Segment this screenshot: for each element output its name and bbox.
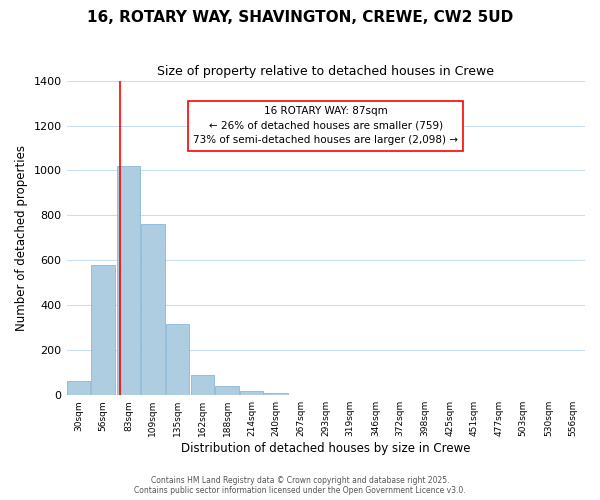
Bar xyxy=(91,265,115,395)
Bar xyxy=(240,391,263,395)
Y-axis label: Number of detached properties: Number of detached properties xyxy=(15,145,28,331)
Bar xyxy=(67,380,91,395)
Title: Size of property relative to detached houses in Crewe: Size of property relative to detached ho… xyxy=(157,65,494,78)
Bar xyxy=(264,394,288,395)
X-axis label: Distribution of detached houses by size in Crewe: Distribution of detached houses by size … xyxy=(181,442,470,455)
Text: 16, ROTARY WAY, SHAVINGTON, CREWE, CW2 5UD: 16, ROTARY WAY, SHAVINGTON, CREWE, CW2 5… xyxy=(87,10,513,25)
Bar xyxy=(191,376,214,395)
Text: Contains HM Land Registry data © Crown copyright and database right 2025.
Contai: Contains HM Land Registry data © Crown c… xyxy=(134,476,466,495)
Bar xyxy=(141,224,164,395)
Text: 16 ROTARY WAY: 87sqm
← 26% of detached houses are smaller (759)
73% of semi-deta: 16 ROTARY WAY: 87sqm ← 26% of detached h… xyxy=(193,106,458,146)
Bar xyxy=(117,166,140,395)
Bar xyxy=(215,386,239,395)
Bar xyxy=(166,324,189,395)
